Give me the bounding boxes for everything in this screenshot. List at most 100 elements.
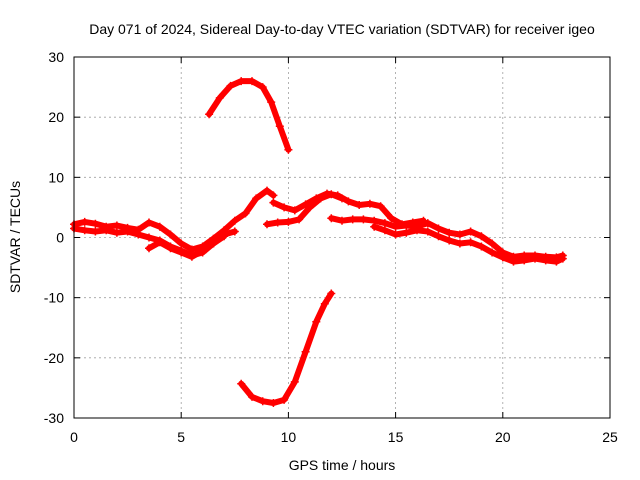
data-point xyxy=(269,399,278,407)
data-point xyxy=(327,289,336,298)
data-point xyxy=(365,199,374,208)
series-line xyxy=(206,78,292,153)
axis-ticks xyxy=(73,56,611,419)
data-point xyxy=(552,257,561,266)
data-point xyxy=(166,230,175,239)
data-point xyxy=(102,226,111,235)
data-point xyxy=(267,98,276,107)
data-point xyxy=(263,220,271,229)
series-band-7 xyxy=(370,222,567,266)
data-point xyxy=(509,257,518,266)
data-point xyxy=(355,201,364,209)
data-point xyxy=(230,227,239,236)
data-point xyxy=(123,227,132,236)
data-point xyxy=(312,317,321,326)
data-point xyxy=(402,228,411,237)
data-point xyxy=(370,222,379,231)
x-tick-labels: 0 5 10 15 20 25 xyxy=(70,429,618,445)
y-tick-label: 20 xyxy=(48,109,64,125)
y-tick-label: -30 xyxy=(44,410,64,426)
x-tick-label: 10 xyxy=(281,429,297,445)
series-band-6 xyxy=(327,214,567,262)
series-band-5 xyxy=(263,190,346,229)
data-point xyxy=(445,228,454,237)
data-point xyxy=(327,190,336,199)
x-axis-title: GPS time / hours xyxy=(289,457,396,473)
data-point xyxy=(376,202,385,211)
series-band-3 xyxy=(145,232,229,261)
data-point xyxy=(455,239,464,248)
x-tick-label: 20 xyxy=(495,429,511,445)
data-point xyxy=(477,232,486,241)
data-point xyxy=(434,224,443,233)
data-point xyxy=(320,299,329,308)
data-point xyxy=(387,214,396,223)
data-point xyxy=(91,219,100,228)
data-point xyxy=(541,256,550,265)
data-point xyxy=(145,233,153,242)
chart-title: Day 071 of 2024, Sidereal Day-to-day VTE… xyxy=(89,21,595,37)
data-point xyxy=(391,222,400,231)
data-point xyxy=(531,254,539,263)
data-point xyxy=(344,197,353,206)
series-band-1 xyxy=(70,186,278,254)
data-point xyxy=(226,81,235,90)
data-point xyxy=(177,248,186,257)
y-tick-label: -20 xyxy=(44,350,64,366)
data-point xyxy=(402,221,411,230)
series-line xyxy=(238,290,335,406)
data-point xyxy=(269,191,278,200)
data-point xyxy=(391,230,400,239)
data-point xyxy=(477,242,486,251)
data-point xyxy=(273,218,282,227)
data-point xyxy=(205,110,214,119)
y-tick-label: 10 xyxy=(48,169,64,185)
data-point xyxy=(284,217,293,226)
data-point xyxy=(488,248,497,257)
data-point xyxy=(520,256,529,265)
data-point xyxy=(134,230,143,239)
data-point xyxy=(290,377,299,386)
data-point xyxy=(198,246,207,255)
data-point xyxy=(263,186,271,195)
data-point xyxy=(145,244,153,253)
data-point xyxy=(455,230,464,239)
data-point xyxy=(284,145,293,154)
x-tick-label: 25 xyxy=(602,429,618,445)
data-point xyxy=(155,238,164,247)
data-point xyxy=(237,379,246,388)
data-point xyxy=(380,219,389,228)
data-point xyxy=(80,226,89,235)
x-tick-label: 15 xyxy=(388,429,404,445)
data-point xyxy=(338,216,346,225)
data-point xyxy=(155,222,164,231)
data-point xyxy=(275,122,284,131)
series-arc-lower xyxy=(237,289,336,407)
data-point xyxy=(230,216,239,225)
data-point xyxy=(280,203,289,212)
x-tick-label: 0 xyxy=(70,429,78,445)
data-point xyxy=(252,194,261,203)
data-point xyxy=(112,228,121,237)
data-point xyxy=(301,200,310,209)
data-point xyxy=(338,194,346,203)
data-point xyxy=(237,77,246,86)
data-point xyxy=(305,203,314,212)
data-point xyxy=(187,252,196,261)
data-point xyxy=(112,221,121,230)
data-point xyxy=(215,93,224,102)
data-point xyxy=(348,215,357,224)
data-point xyxy=(248,77,256,86)
data-point xyxy=(445,236,454,245)
data-point xyxy=(258,83,267,92)
data-point xyxy=(327,214,336,223)
data-point xyxy=(413,226,421,235)
data-point xyxy=(177,239,186,248)
data-point xyxy=(91,227,100,236)
data-point xyxy=(258,397,267,406)
series-line xyxy=(71,187,277,253)
data-point xyxy=(80,217,89,226)
data-point xyxy=(166,244,175,253)
data-point xyxy=(220,232,229,241)
